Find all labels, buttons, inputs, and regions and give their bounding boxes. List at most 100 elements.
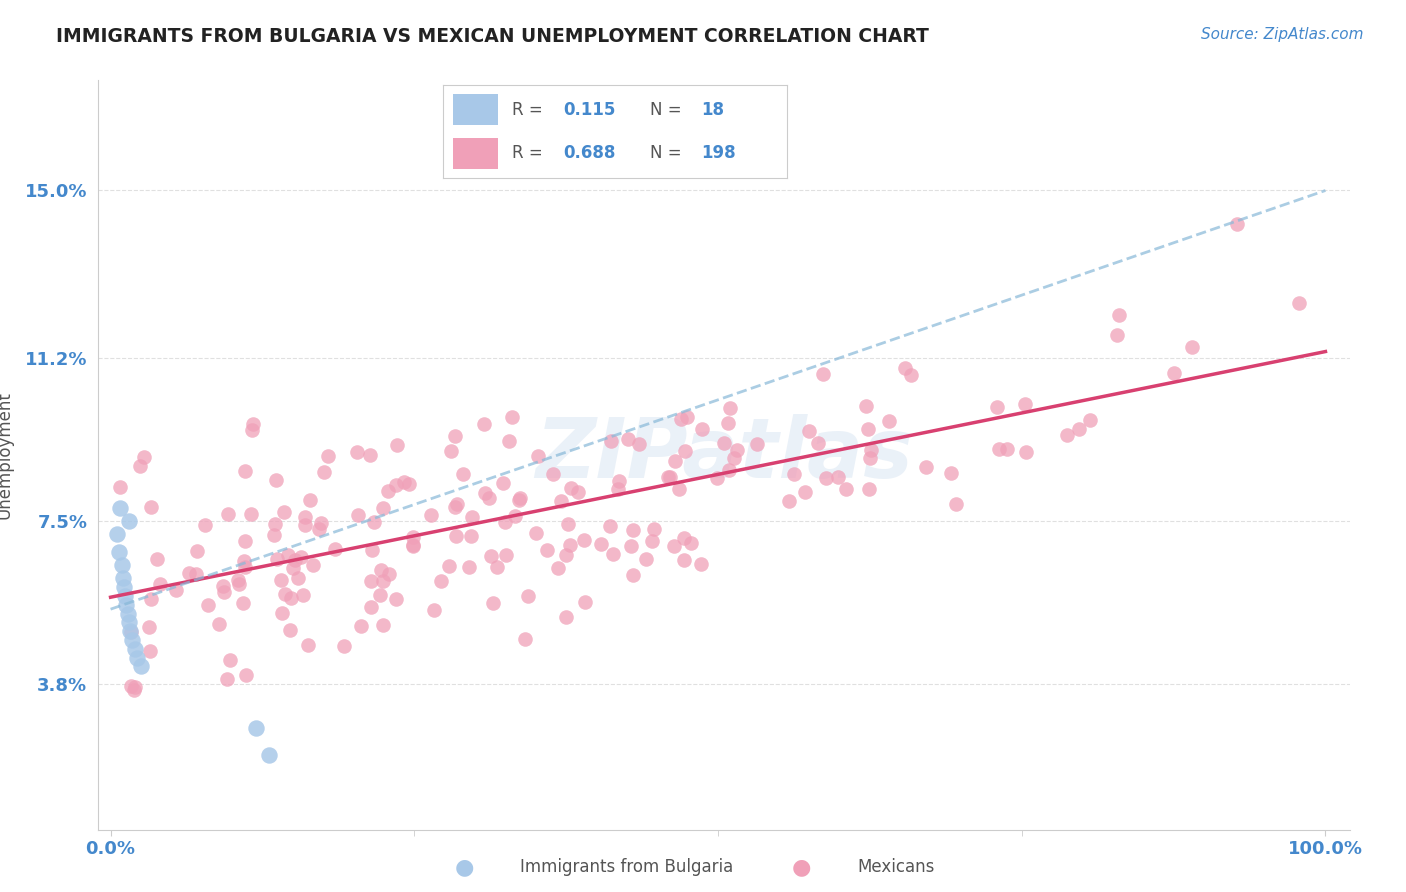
Point [124,641,146,656]
Point [207,617,229,632]
Point [149,577,172,591]
Point [1226,218,1249,232]
Point [536,542,558,557]
Point [1163,366,1185,380]
Point [266,473,288,487]
Point [501,410,523,425]
Text: ●: ● [454,857,474,877]
Point [446,497,468,511]
Point [273,505,295,519]
Point [165,582,187,597]
Point [567,484,589,499]
Point [574,533,596,547]
Point [398,476,420,491]
Point [280,591,302,605]
Point [477,491,499,506]
Point [218,652,240,666]
Text: 0.688: 0.688 [564,145,616,162]
Point [995,442,1018,457]
Point [550,494,572,508]
Point [797,424,820,438]
Point [617,432,640,446]
Point [215,672,238,686]
Point [1288,296,1310,310]
Point [384,592,406,607]
Point [479,549,502,563]
Point [440,444,463,458]
Point [105,527,128,541]
Text: N =: N = [650,101,686,119]
Point [290,549,312,564]
Point [378,566,401,581]
Point [524,526,547,541]
Point [277,549,299,563]
Point [492,476,515,491]
Point [945,497,967,511]
Point [235,668,257,682]
Text: ZIPatlas: ZIPatlas [536,415,912,495]
Point [312,465,335,479]
Point [474,486,496,500]
Point [555,609,578,624]
Point [679,535,702,549]
Text: Source: ZipAtlas.com: Source: ZipAtlas.com [1201,27,1364,42]
Point [284,553,307,567]
Point [177,566,200,580]
Text: R =: R = [512,101,548,119]
Point [197,599,219,613]
Point [128,459,150,474]
Point [419,508,441,523]
Point [359,448,381,462]
Point [1015,445,1038,459]
Point [228,576,250,591]
Point [245,721,267,735]
Point [124,680,146,694]
Point [640,533,662,548]
Point [270,606,292,620]
Point [505,508,527,523]
Point [668,483,690,497]
Point [363,515,385,529]
Point [673,444,696,458]
Point [394,475,416,489]
Point [858,482,880,496]
Point [555,548,578,562]
Point [124,683,146,698]
Point [112,580,135,594]
Point [560,481,582,495]
Point [309,516,332,531]
Point [481,596,503,610]
Point [332,639,354,653]
Point [1014,397,1036,411]
Point [634,551,657,566]
Point [444,528,467,542]
Point [621,567,644,582]
FancyBboxPatch shape [453,138,498,169]
Point [508,493,530,508]
Point [815,471,838,485]
Point [1108,308,1130,322]
Point [235,533,257,548]
Point [558,538,581,552]
Point [129,659,152,673]
Point [233,464,256,478]
Point [623,523,645,537]
Point [346,445,368,459]
Point [541,467,564,481]
Point [1105,328,1128,343]
Point [657,470,679,484]
Point [278,623,301,637]
Point [676,410,699,425]
Point [120,679,142,693]
Point [118,615,141,630]
Point [232,596,254,610]
Point [371,500,394,515]
Point [472,417,495,432]
Point [673,553,696,567]
Point [778,493,800,508]
Point [108,545,131,559]
Point [813,367,835,381]
Point [859,451,882,466]
Point [274,587,297,601]
Point [717,416,740,430]
